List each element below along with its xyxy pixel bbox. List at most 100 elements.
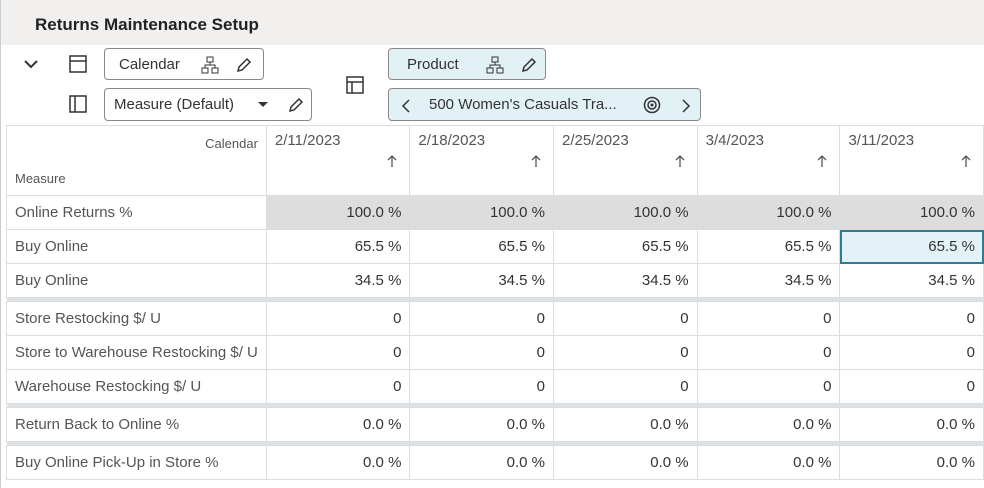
cell[interactable]: 34.5 % [839,263,984,298]
cell[interactable]: 65.5 % [265,229,411,264]
cell[interactable]: 0.0 % [696,445,841,480]
sort-icon[interactable] [387,154,397,168]
column-header[interactable]: 3/4/2023 [696,125,841,196]
cell[interactable]: 65.5 % [839,229,984,264]
cell[interactable]: 0.0 % [553,407,698,442]
data-row: Buy Online 65.5 % 65.5 % 65.5 % 65.5 % 65.5 % [6,229,984,264]
calendar-dimension[interactable]: Calendar [104,48,264,80]
cell[interactable]: 0 [409,301,555,336]
cell[interactable]: 0 [696,335,841,370]
row-label: Buy Online [6,229,267,264]
corner-cell: Calendar Measure [6,125,267,196]
cell[interactable]: 65.5 % [696,229,841,264]
hierarchy-icon[interactable] [201,56,219,74]
corner-top: Calendar [205,136,258,151]
cell[interactable]: 0 [553,335,698,370]
layout-icon[interactable] [69,95,87,113]
group-separator [6,297,984,302]
dropdown-icon[interactable] [257,101,269,109]
edit-icon[interactable] [520,56,538,74]
cell[interactable]: 0 [409,335,555,370]
data-row: Buy Online 34.5 % 34.5 % 34.5 % 34.5 % 34.5 % [6,263,984,298]
cell[interactable]: 0 [696,301,841,336]
cell[interactable]: 34.5 % [409,263,555,298]
separator [6,297,984,302]
separator [6,441,984,446]
cell[interactable]: 34.5 % [265,263,411,298]
target-icon[interactable] [643,96,661,114]
cell[interactable]: 0 [265,335,411,370]
data-grid: Calendar Measure 2/11/2023 2/18/2023 2/25/20… [6,125,984,480]
header-row: Calendar Measure 2/11/2023 2/18/2023 2/25/20… [6,125,984,196]
dimension-label: Calendar [119,56,180,73]
pivot-icon[interactable] [346,76,364,94]
row-label: Store to Warehouse Restocking $/ U [6,335,267,370]
separator [6,403,984,408]
cell[interactable]: 0.0 % [409,445,555,480]
cell[interactable]: 0 [839,369,984,404]
next-button[interactable] [681,99,691,113]
previous-button[interactable] [401,99,411,113]
dimension-label: Product [407,56,459,73]
layout-icon[interactable] [69,55,87,73]
cell[interactable]: 0 [265,369,411,404]
cell[interactable]: 0 [839,335,984,370]
cell[interactable]: 0.0 % [839,407,984,442]
data-row: Buy Online Pick-Up in Store % 0.0 % 0.0 % 0… [6,445,984,480]
cell[interactable]: 0 [696,369,841,404]
group-separator [6,441,984,446]
cell[interactable]: 0 [553,301,698,336]
title-bar: Returns Maintenance Setup [1,0,984,45]
cell[interactable]: 100.0 % [409,195,555,230]
column-header[interactable]: 2/25/2023 [553,125,698,196]
cell[interactable]: 100.0 % [839,195,984,230]
row-label: Warehouse Restocking $/ U [6,369,267,404]
data-row: Online Returns % 100.0 % 100.0 % 100.0 % 100… [6,195,984,230]
product-member: 500 Women's Casuals Tra... [429,96,617,113]
cell[interactable]: 100.0 % [265,195,411,230]
row-label: Return Back to Online % [6,407,267,442]
cell[interactable]: 0 [409,369,555,404]
edit-icon[interactable] [235,56,253,74]
corner-left: Measure [15,171,66,186]
column-header[interactable]: 2/18/2023 [409,125,555,196]
edit-icon[interactable] [287,96,305,114]
measure-selector[interactable]: Measure (Default) [104,88,312,121]
cell[interactable]: 0.0 % [696,407,841,442]
cell[interactable]: 100.0 % [553,195,698,230]
cell[interactable]: 0 [265,301,411,336]
cell[interactable]: 0.0 % [553,445,698,480]
group-separator [6,403,984,408]
cell[interactable]: 65.5 % [409,229,555,264]
cell[interactable]: 34.5 % [553,263,698,298]
cell[interactable]: 0.0 % [409,407,555,442]
row-label: Buy Online Pick-Up in Store % [6,445,267,480]
row-label: Online Returns % [6,195,267,230]
sort-icon[interactable] [531,154,541,168]
sort-icon[interactable] [961,154,971,168]
cell[interactable]: 0.0 % [265,407,411,442]
cell[interactable]: 0.0 % [839,445,984,480]
row-label: Buy Online [6,263,267,298]
sort-icon[interactable] [817,154,827,168]
cell[interactable]: 34.5 % [696,263,841,298]
product-dimension[interactable]: Product [388,48,546,80]
cell[interactable]: 100.0 % [696,195,841,230]
page-title: Returns Maintenance Setup [35,15,259,34]
cell[interactable]: 65.5 % [553,229,698,264]
cell[interactable]: 0 [553,369,698,404]
column-header[interactable]: 3/11/2023 [839,125,984,196]
cell[interactable]: 0 [839,301,984,336]
collapse-button[interactable] [23,57,39,71]
column-header[interactable]: 2/11/2023 [265,125,411,196]
row-label: Store Restocking $/ U [6,301,267,336]
hierarchy-icon[interactable] [486,56,504,74]
cell[interactable]: 0.0 % [265,445,411,480]
measure-label: Measure (Default) [114,96,235,113]
sort-icon[interactable] [675,154,685,168]
product-navigator[interactable]: 500 Women's Casuals Tra... [388,88,701,121]
